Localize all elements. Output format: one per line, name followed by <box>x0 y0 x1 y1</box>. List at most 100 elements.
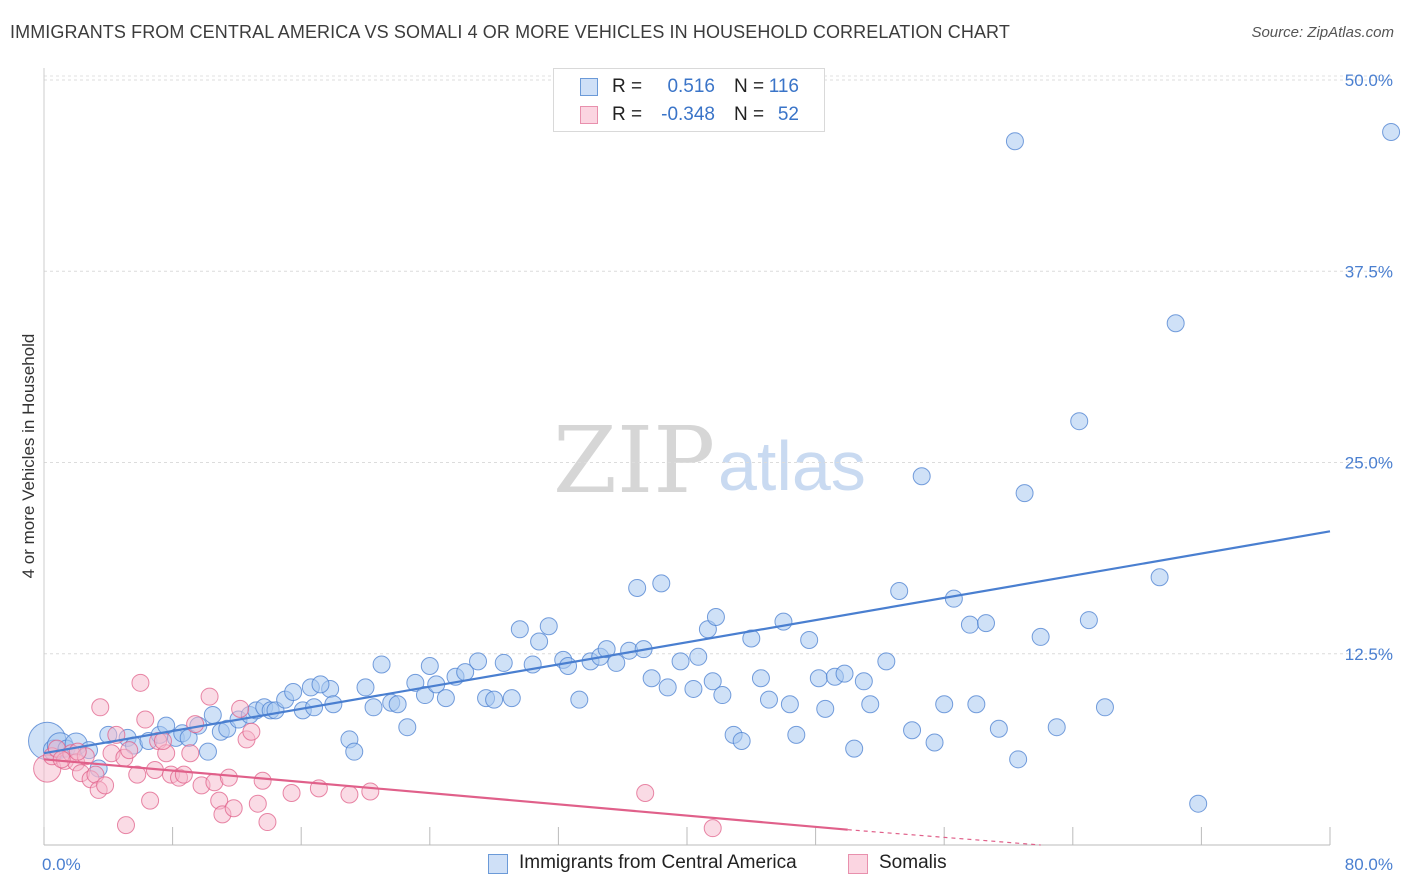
somali-point <box>636 783 655 802</box>
somali-point <box>91 698 110 717</box>
somali-point <box>136 710 155 729</box>
tick-labels: 12.5% 25.0% 37.5% 50.0% 0.0% 80.0% <box>42 71 1393 874</box>
central-america-point <box>356 678 375 697</box>
central-america-point <box>1189 794 1208 813</box>
central-america-point <box>1009 750 1028 769</box>
y-tick-label: 12.5% <box>1345 645 1393 664</box>
central-america-point <box>364 698 383 717</box>
y-tick-label: 37.5% <box>1345 262 1393 281</box>
central-america-point <box>976 614 995 633</box>
central-america-point <box>406 673 425 692</box>
correlation-legend: R = 0.516 N = 116 R = -0.348 N = 52 <box>553 68 825 132</box>
legend-n-value: 52 <box>777 104 799 125</box>
central-america-point <box>1079 611 1098 630</box>
central-america-point <box>510 620 529 639</box>
y-axis-title: 4 or more Vehicles in Household <box>19 334 38 579</box>
central-america-point <box>1382 123 1401 142</box>
somali-point <box>174 765 193 784</box>
chart-title: IMMIGRANTS FROM CENTRAL AMERICA VS SOMAL… <box>10 22 1010 42</box>
somali-point <box>242 722 261 741</box>
central-america-point <box>203 705 222 724</box>
central-america-point <box>597 640 616 659</box>
central-america-point <box>388 695 407 714</box>
somali-point <box>181 744 200 763</box>
series-legend: Immigrants from Central America Somalis <box>0 852 1406 878</box>
central-america-point <box>1150 568 1169 587</box>
legend-label: Immigrants from Central America <box>519 852 797 873</box>
central-america-point <box>800 630 819 649</box>
legend-swatch-blue <box>580 78 598 96</box>
somali-point <box>141 791 160 810</box>
central-america-point <box>890 582 909 601</box>
central-america-point <box>903 721 922 740</box>
central-america-point <box>925 733 944 752</box>
central-america-point <box>684 679 703 698</box>
central-america-point <box>861 695 880 714</box>
central-america-point <box>732 731 751 750</box>
central-america-point <box>751 669 770 688</box>
somali-point <box>153 731 172 750</box>
legend-n-label: N = <box>734 104 765 125</box>
central-america-point <box>1166 314 1185 333</box>
central-america-point <box>742 629 761 648</box>
central-america-point <box>284 683 303 701</box>
central-america-point <box>530 632 549 651</box>
y-tick-label: 50.0% <box>1345 71 1393 90</box>
somali-trend-extension <box>847 829 1041 846</box>
legend-r-value: 0.516 <box>667 76 715 97</box>
central-america-point <box>658 678 677 697</box>
central-america-point <box>398 718 417 737</box>
somali-point <box>186 715 205 734</box>
legend-r-label: R = <box>612 76 643 97</box>
central-america-point <box>960 615 979 634</box>
central-america-point <box>652 574 671 593</box>
x-tick-label: 0.0% <box>42 855 81 874</box>
somali-trend-line <box>43 758 848 831</box>
central-america-point <box>559 656 578 675</box>
legend-swatch-pink <box>848 854 868 874</box>
central-america-point <box>787 725 806 744</box>
central-america-point <box>1095 698 1114 717</box>
watermark-zip: ZIP <box>553 407 715 514</box>
central-america-point <box>854 672 873 691</box>
central-america-point <box>198 742 217 761</box>
central-america-point <box>502 689 521 708</box>
x-tick-label: 80.0% <box>1345 855 1393 874</box>
central-america-point <box>436 689 455 708</box>
central-america-point <box>671 652 690 671</box>
somali-point <box>120 741 139 760</box>
legend-r-label: R = <box>612 104 643 125</box>
central-america-point <box>967 695 986 714</box>
central-america-point <box>628 578 647 597</box>
somali-point <box>200 687 219 706</box>
somali-point <box>231 699 250 718</box>
trend-lines <box>43 530 1331 846</box>
legend-r-value: -0.348 <box>661 104 715 125</box>
central-america-point <box>1005 132 1024 151</box>
central-america-point <box>689 647 708 666</box>
central-america-point <box>935 695 954 714</box>
central-america-point <box>420 656 439 675</box>
watermark-atlas: atlas <box>718 427 866 505</box>
somali-point <box>361 782 380 801</box>
legend-swatch-pink <box>580 106 598 124</box>
central-america-point <box>494 653 513 672</box>
source-label: Source: ZipAtlas.com <box>1251 24 1394 41</box>
somali-point <box>96 776 115 795</box>
central-america-point <box>485 690 504 709</box>
central-america-point <box>944 589 963 608</box>
legend-row-central-america: R = 0.516 N = 116 <box>554 73 824 101</box>
central-america-point <box>1015 484 1034 503</box>
central-america-point <box>816 699 835 718</box>
central-america-point <box>713 686 732 705</box>
central-america-point <box>780 695 799 714</box>
central-america-point <box>469 652 488 671</box>
central-america-point <box>989 719 1008 738</box>
axes <box>43 68 1331 846</box>
somali-point <box>128 765 147 784</box>
central-america-point <box>345 742 364 761</box>
central-america-point <box>706 608 725 627</box>
central-america-point <box>1070 412 1089 431</box>
legend-row-somali: R = -0.348 N = 52 <box>554 101 824 129</box>
